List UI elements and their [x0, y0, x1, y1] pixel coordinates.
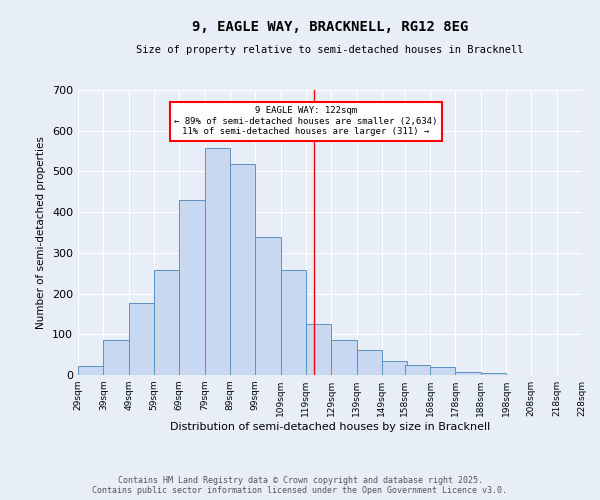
Bar	[281, 270, 306, 375]
Bar	[154, 270, 179, 375]
Bar	[405, 365, 430, 375]
Bar	[481, 373, 506, 375]
Text: Size of property relative to semi-detached houses in Bracknell: Size of property relative to semi-detach…	[136, 45, 524, 55]
Bar	[230, 164, 255, 375]
Bar	[205, 148, 230, 375]
Bar	[255, 238, 281, 375]
Text: 9 EAGLE WAY: 122sqm
← 89% of semi-detached houses are smaller (2,634)
11% of sem: 9 EAGLE WAY: 122sqm ← 89% of semi-detach…	[174, 106, 437, 136]
Bar	[455, 372, 481, 375]
Bar	[356, 350, 382, 375]
Y-axis label: Number of semi-detached properties: Number of semi-detached properties	[37, 136, 46, 329]
Bar	[128, 302, 154, 375]
Bar	[306, 324, 331, 375]
Bar	[78, 366, 103, 375]
Bar	[430, 367, 455, 375]
Bar	[179, 200, 205, 375]
Text: Contains HM Land Registry data © Crown copyright and database right 2025.
Contai: Contains HM Land Registry data © Crown c…	[92, 476, 508, 495]
X-axis label: Distribution of semi-detached houses by size in Bracknell: Distribution of semi-detached houses by …	[170, 422, 490, 432]
Bar	[382, 361, 407, 375]
Text: 9, EAGLE WAY, BRACKNELL, RG12 8EG: 9, EAGLE WAY, BRACKNELL, RG12 8EG	[192, 20, 468, 34]
Bar	[331, 340, 356, 375]
Bar	[103, 340, 128, 375]
